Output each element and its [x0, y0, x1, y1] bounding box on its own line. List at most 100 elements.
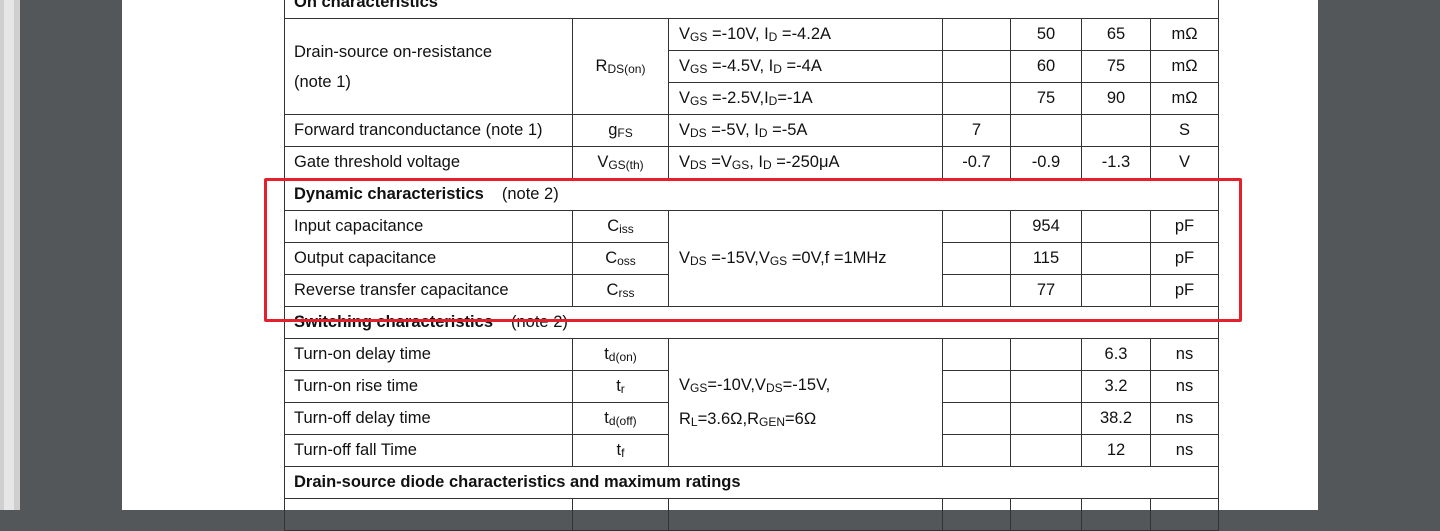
pdf-page: On characteristics Drain-source on-resist… [122, 0, 1318, 531]
symbol: gFS [572, 114, 669, 147]
subscript: oss [617, 254, 636, 268]
subscript: d(on) [608, 350, 637, 364]
unit: S [1150, 114, 1219, 147]
symbol: tr [572, 370, 669, 403]
unit: mΩ [1150, 82, 1219, 115]
symbol: td(on) [572, 338, 669, 371]
max-value: 90 [1081, 82, 1151, 115]
test-conditions: VGS =-4.5V, ID =-4A [668, 50, 943, 83]
test-conditions: VDS =-5V, ID =-5A [668, 114, 943, 147]
subscript: f [621, 446, 625, 460]
subscript: r [620, 382, 625, 396]
symbol: Ciss [572, 210, 669, 243]
max-value [1081, 274, 1151, 307]
min-value [942, 18, 1011, 51]
section-title: Drain-source diode characteristics and m… [284, 466, 1219, 499]
unit: ns [1150, 434, 1219, 467]
electrical-characteristics-table: On characteristics Drain-source on-resist… [284, 0, 1219, 531]
section-title-text: Switching characteristics [294, 313, 493, 331]
typ-value [1010, 370, 1082, 403]
typ-value: 77 [1010, 274, 1082, 307]
subscript: DS [690, 158, 707, 172]
table-row: Drain-source on-resistance (note 1) RDS(on… [284, 18, 1219, 115]
max-value: 75 [1081, 50, 1151, 83]
empty-cell [942, 498, 1011, 531]
section-note: (note 2) [501, 185, 559, 203]
table-row [284, 498, 1219, 531]
empty-cell [668, 498, 943, 531]
section-header-row: On characteristics [284, 0, 1219, 19]
symbol: VGS(th) [572, 146, 669, 179]
subscript: D [768, 30, 778, 44]
parameter-name: Turn-off fall Time [284, 434, 573, 467]
test-conditions: VDS =-15V,VGS =0V,f =1MHz [668, 210, 943, 307]
symbol: tf [572, 434, 669, 467]
max-value: 6.3 [1081, 338, 1151, 371]
unit: pF [1150, 210, 1219, 243]
max-value: 3.2 [1081, 370, 1151, 403]
table-row: Forward tranconductance (note 1) gFS VDS =… [284, 114, 1219, 147]
min-value [942, 338, 1011, 371]
subscript: GS [690, 62, 708, 76]
unit: mΩ [1150, 18, 1219, 51]
typ-value: 75 [1010, 82, 1082, 115]
min-value [942, 402, 1011, 435]
empty-cell [284, 498, 573, 531]
typ-value [1010, 114, 1082, 147]
subscript: DS [765, 380, 783, 395]
unit: pF [1150, 274, 1219, 307]
max-value: 65 [1081, 18, 1151, 51]
parameter-name: Turn-on rise time [284, 370, 573, 403]
empty-cell [1081, 498, 1151, 531]
subscript: D [768, 94, 778, 108]
table-row: Reverse transfer capacitance Crss 77 pF [284, 274, 1219, 307]
unit: mΩ [1150, 50, 1219, 83]
min-value [942, 370, 1011, 403]
test-conditions: VDS =VGS, ID =-250μA [668, 146, 943, 179]
parameter-name: Drain-source on-resistance (note 1) [284, 18, 573, 115]
parameter-name: Gate threshold voltage [284, 146, 573, 179]
typ-value [1010, 338, 1082, 371]
section-header-row: Switching characteristics (note 2) [284, 306, 1219, 339]
subscript: GS [690, 30, 708, 44]
unit: V [1150, 146, 1219, 179]
min-value [942, 242, 1011, 275]
empty-cell [572, 498, 669, 531]
section-header-row: Drain-source diode characteristics and m… [284, 466, 1219, 499]
table-row: Gate threshold voltage VGS(th) VDS =VGS, I… [284, 146, 1219, 179]
highlight-box [264, 178, 1242, 322]
typ-value: 60 [1010, 50, 1082, 83]
parameter-name: Output capacitance [284, 242, 573, 275]
symbol: td(off) [572, 402, 669, 435]
scrollbar-thumb[interactable] [4, 0, 14, 510]
min-value: 7 [942, 114, 1011, 147]
subscript: GS(th) [608, 158, 644, 172]
subscript: D [763, 158, 772, 172]
min-value [942, 210, 1011, 243]
table-row: Turn-on delay time td(on) VGS=-10V,VDS=-15… [284, 338, 1219, 467]
section-title: On characteristics [284, 0, 1219, 19]
left-scrollbar[interactable] [0, 0, 20, 510]
min-value: -0.7 [942, 146, 1011, 179]
subscript: DS [690, 254, 707, 268]
min-value [942, 434, 1011, 467]
subscript: rss [618, 286, 635, 300]
typ-value: 115 [1010, 242, 1082, 275]
unit: ns [1150, 370, 1219, 403]
typ-value: 50 [1010, 18, 1082, 51]
min-value [942, 50, 1011, 83]
table-row: VGS =-2.5V,ID=-1A 75 90 mΩ [285, 82, 1219, 115]
max-value: -1.3 [1081, 146, 1151, 179]
typ-value: -0.9 [1010, 146, 1082, 179]
symbol: RDS(on) [572, 18, 669, 115]
test-conditions: VGS =-10V, ID =-4.2A [668, 18, 943, 51]
section-title-text: On characteristics [294, 0, 438, 11]
subscript: GEN [759, 414, 786, 429]
subscript: D [773, 62, 782, 76]
typ-value [1010, 402, 1082, 435]
subscript: DS [690, 126, 707, 140]
empty-cell [1150, 498, 1219, 531]
subscript: GS [731, 158, 750, 172]
section-note: (note 2) [511, 313, 568, 331]
max-value [1081, 114, 1151, 147]
